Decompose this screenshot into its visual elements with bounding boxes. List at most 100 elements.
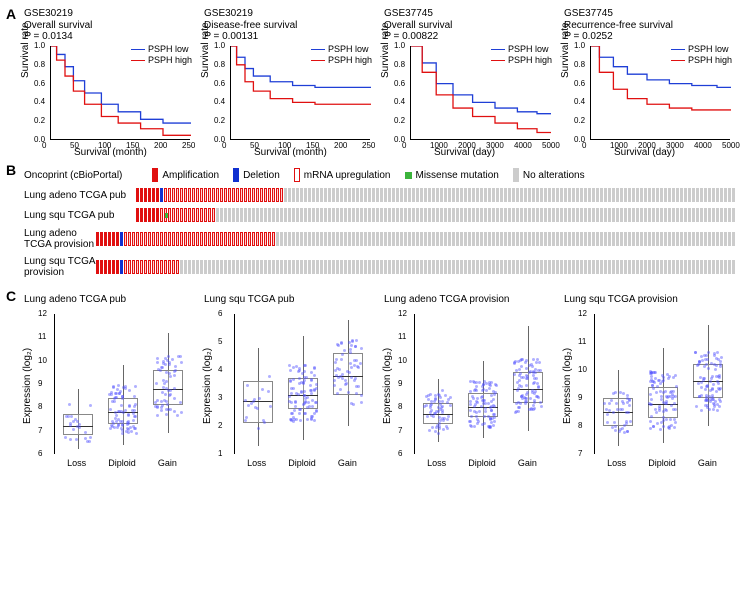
onco-cell — [364, 188, 367, 202]
onco-cell — [156, 232, 159, 246]
onco-cell — [172, 188, 175, 202]
onco-cell — [232, 260, 235, 274]
onco-cell — [664, 208, 667, 222]
onco-cell — [208, 188, 211, 202]
onco-cell — [568, 232, 571, 246]
bp-ylabel: Expression (log₂) — [202, 348, 213, 424]
onco-cell — [644, 232, 647, 246]
km-plot-1: GSE30219Disease-free survivalP = 0.00131… — [204, 8, 376, 158]
onco-cell — [648, 232, 651, 246]
onco-cell — [256, 232, 259, 246]
km-xtick: 1000 — [430, 141, 448, 150]
onco-cell — [512, 188, 515, 202]
onco-cell — [452, 260, 455, 274]
onco-cell — [320, 208, 323, 222]
onco-cell — [236, 232, 239, 246]
onco-cell — [684, 260, 687, 274]
onco-cell — [256, 188, 259, 202]
onco-cell — [728, 188, 731, 202]
onco-cell — [376, 260, 379, 274]
onco-cell — [456, 232, 459, 246]
onco-cell — [572, 232, 575, 246]
km-axes — [230, 46, 370, 140]
onco-cell — [716, 260, 719, 274]
onco-cell — [236, 260, 239, 274]
onco-cell — [704, 232, 707, 246]
onco-cell — [672, 208, 675, 222]
onco-cell — [668, 208, 671, 222]
onco-cell — [488, 208, 491, 222]
onco-cell — [416, 188, 419, 202]
onco-cell — [588, 188, 591, 202]
onco-cell — [256, 260, 259, 274]
onco-cell — [636, 188, 639, 202]
bp-xtick: Loss — [417, 458, 457, 468]
onco-cell — [352, 232, 355, 246]
km-survival-type: Recurrence-free survival — [564, 20, 736, 32]
onco-cell — [192, 208, 195, 222]
onco-cell — [568, 208, 571, 222]
bp-ytick: 1 — [218, 449, 222, 458]
onco-cell — [716, 208, 719, 222]
onco-cell — [412, 188, 415, 202]
onco-cell — [192, 188, 195, 202]
km-dataset: GSE37745 — [564, 8, 736, 20]
onco-row: Lung squ TCGA pub — [24, 208, 736, 222]
onco-cell — [588, 208, 591, 222]
onco-cell — [228, 188, 231, 202]
km-xtick: 5000 — [542, 141, 560, 150]
bp-xtick: Diploid — [282, 458, 322, 468]
onco-cell — [696, 260, 699, 274]
onco-cell — [584, 232, 587, 246]
onco-cell — [304, 232, 307, 246]
onco-cell — [568, 260, 571, 274]
onco-cell — [720, 208, 723, 222]
onco-cell — [304, 188, 307, 202]
onco-cell — [612, 232, 615, 246]
onco-cell — [612, 260, 615, 274]
onco-cell — [640, 260, 643, 274]
onco-cell — [560, 188, 563, 202]
onco-cell — [436, 260, 439, 274]
onco-cell — [708, 188, 711, 202]
onco-cell — [324, 208, 327, 222]
onco-cell — [268, 260, 271, 274]
onco-cell — [728, 260, 731, 274]
onco-cell — [428, 208, 431, 222]
km-xtick: 1000 — [610, 141, 628, 150]
onco-cell — [392, 260, 395, 274]
onco-cell — [656, 232, 659, 246]
onco-cell — [696, 188, 699, 202]
onco-cell — [440, 232, 443, 246]
bp-ytick: 9 — [398, 379, 402, 388]
onco-cell — [492, 260, 495, 274]
onco-cell — [540, 208, 543, 222]
onco-cell — [352, 260, 355, 274]
bp-title: Lung squ TCGA provision — [564, 294, 736, 305]
onco-cell — [232, 188, 235, 202]
km-ytick: 0.6 — [214, 79, 225, 88]
km-xtick: 3000 — [486, 141, 504, 150]
km-xtick: 50 — [250, 141, 259, 150]
onco-cell — [176, 188, 179, 202]
onco-cell — [332, 232, 335, 246]
onco-cell — [732, 188, 735, 202]
onco-cell — [164, 188, 167, 202]
onco-cell — [556, 260, 559, 274]
onco-cell — [288, 232, 291, 246]
onco-cell — [420, 208, 423, 222]
onco-cell — [128, 232, 131, 246]
onco-cell — [672, 188, 675, 202]
onco-cell — [624, 208, 627, 222]
onco-cell — [136, 188, 139, 202]
onco-cell — [524, 232, 527, 246]
onco-cell — [308, 260, 311, 274]
km-xtick: 5000 — [722, 141, 740, 150]
onco-cell — [712, 260, 715, 274]
onco-cell — [708, 208, 711, 222]
panel-c-row: Lung adeno TCGA pubExpression (log₂)6789… — [0, 288, 744, 478]
onco-track — [96, 260, 736, 274]
onco-cell — [196, 260, 199, 274]
onco-cell — [628, 188, 631, 202]
onco-cell — [296, 232, 299, 246]
